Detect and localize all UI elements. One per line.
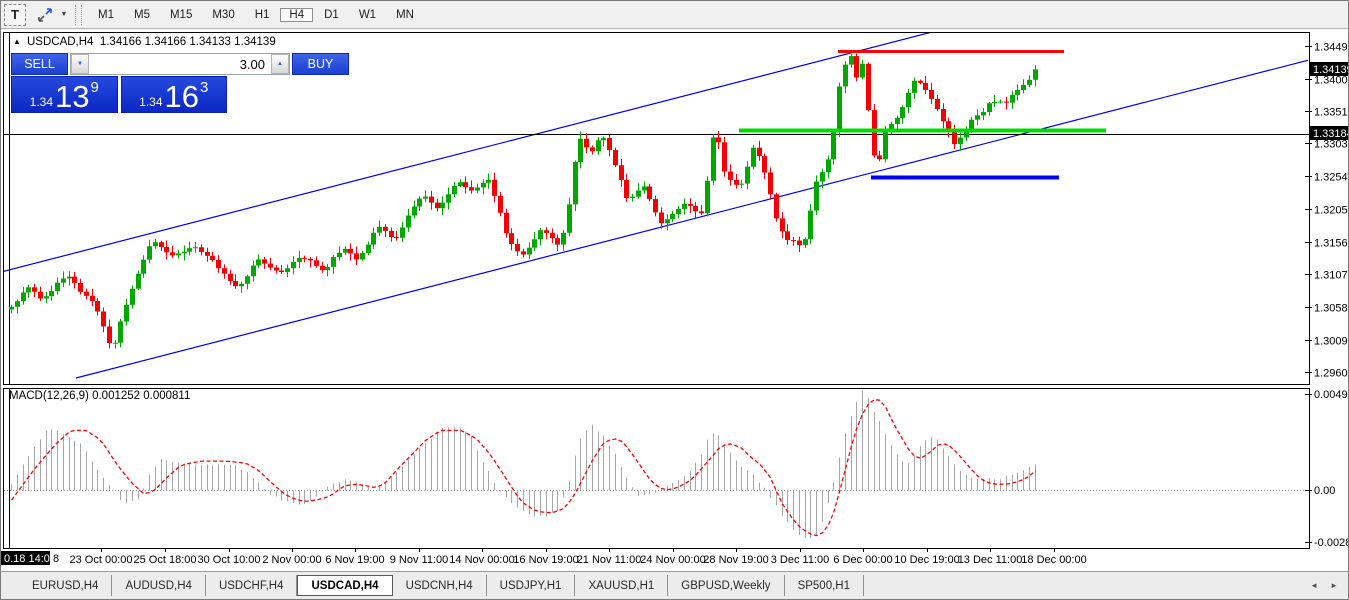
svg-text:1.31560: 1.31560 [1314,238,1349,250]
lot-size-input[interactable] [89,54,271,74]
tab-usdjpy-h1[interactable]: USDJPY,H1 [487,575,576,596]
svg-text:18 Dec 00:00: 18 Dec 00:00 [1021,554,1086,566]
svg-text:0.18 14:00: 0.18 14:00 [4,553,56,565]
timeframe-button-d1[interactable]: D1 [324,8,339,21]
crosshair-price-badge [1310,126,1348,140]
chart-area: 1.34490 1.34000 1.33510 1.33030 1.32540 1.320… [1,29,1348,573]
svg-text:1.33184: 1.33184 [1313,128,1349,140]
trend-channel [4,33,1308,379]
svg-text:1.34000: 1.34000 [1314,75,1349,87]
toolbar-grip [75,4,82,25]
macd-axis: 0.004999 0.00 -0.002866 [1305,389,1349,549]
arrows-tool-icon[interactable] [32,4,58,26]
timeframe-button-m15[interactable]: M15 [169,8,193,21]
lot-increase-button[interactable]: ▲ [271,54,289,74]
svg-text:8: 8 [53,553,59,565]
svg-text:6 Dec 00:00: 6 Dec 00:00 [833,554,892,566]
tab-usdchf-h4[interactable]: USDCHF,H4 [206,575,298,596]
svg-text:16 Nov 19:00: 16 Nov 19:00 [513,554,578,566]
svg-text:21 Nov 11:00: 21 Nov 11:00 [577,554,642,566]
tab-usdcad-h4[interactable]: USDCAD,H4 [297,575,393,596]
price-axis: 1.34490 1.34000 1.33510 1.33030 1.32540 1.320… [1305,42,1349,380]
sell-price-pips: 13 [55,78,90,114]
tab-audusd-h4[interactable]: AUDUSD,H4 [112,575,206,596]
svg-text:23 Oct 00:00: 23 Oct 00:00 [70,554,133,566]
timeframe-button-m30[interactable]: M30 [212,8,235,21]
macd-panel [3,388,1310,549]
timeframe-button-m5[interactable]: M5 [133,8,150,21]
sell-price-prefix: 1.34 [29,94,54,109]
time-axis: 23 Oct 00:00 25 Oct 18:00 30 Oct 10:00 2 No… [1,548,1087,566]
tab-sp500-h1[interactable]: SP500,H1 [785,575,864,596]
tab-gbpusd-weekly[interactable]: GBPUSD,Weekly [668,575,785,596]
svg-text:28 Nov 19:00: 28 Nov 19:00 [703,554,768,566]
tab-eurusd-h4[interactable]: EURUSD,H4 [19,575,113,596]
svg-text:13 Dec 11:00: 13 Dec 11:00 [958,554,1023,566]
channel-upper-line [4,33,931,272]
lot-decrease-button[interactable]: ▼ [71,54,89,74]
sell-button[interactable]: SELL [11,53,68,75]
timeframe-button-h1[interactable]: H1 [254,8,270,21]
svg-text:0.004999: 0.004999 [1314,389,1349,401]
sell-price-tile[interactable]: 1.34 13 9 [11,76,118,113]
tab-scroll-left-icon[interactable]: ◄ [1310,581,1319,590]
channel-lower-line [75,59,1308,379]
svg-text:10 Dec 19:00: 10 Dec 19:00 [894,554,959,566]
chart-canvas[interactable]: 1.34490 1.34000 1.33510 1.33030 1.32540 1.320… [1,29,1349,573]
svg-text:1.32540: 1.32540 [1314,172,1349,184]
crosshair-time-badge [1,551,50,565]
buy-button[interactable]: BUY [292,53,349,75]
svg-text:14 Nov 00:00: 14 Nov 00:00 [449,554,514,566]
current-price-badge [1310,62,1348,76]
symbol-tabs: EURUSD,H4 AUDUSD,H4 USDCHF,H4 USDCAD,H4 USDC… [19,575,864,596]
sell-price-point: 9 [90,79,99,96]
svg-text:9 Nov 11:00: 9 Nov 11:00 [390,554,449,566]
buy-price-tile[interactable]: 1.34 16 3 [120,76,227,114]
svg-text:1.31070: 1.31070 [1314,270,1349,282]
svg-text:3 Dec 11:00: 3 Dec 11:00 [771,554,830,566]
one-click-trading-panel: SELL ▼ ▲ BUY 1.34 13 9 1.34 16 3 [11,53,349,114]
svg-text:24 Nov 00:00: 24 Nov 00:00 [640,554,705,566]
svg-text:1.30090: 1.30090 [1314,336,1349,348]
text-tool-button[interactable]: T [4,3,26,26]
svg-text:1.32050: 1.32050 [1314,205,1349,217]
tab-scrollers: ◄ ► [1310,581,1338,590]
tab-scroll-right-icon[interactable]: ► [1330,581,1338,590]
svg-text:1.34490: 1.34490 [1314,42,1349,54]
symbol-ohlc-header: USDCAD,H4 1.34166 1.34166 1.34133 1.3413… [27,36,276,48]
candlestick-series [9,53,1038,349]
svg-text:1.29600: 1.29600 [1314,368,1349,380]
timeframe-button-w1[interactable]: W1 [358,8,377,21]
chart-shift-marker-icon: ▲ [13,37,21,46]
svg-text:2 Nov 00:00: 2 Nov 00:00 [262,554,321,566]
svg-text:1.33510: 1.33510 [1314,107,1349,119]
svg-text:1.34139: 1.34139 [1313,64,1349,76]
arrows-tool-dropdown-icon[interactable]: ▼ [60,11,68,18]
macd-histogram [11,390,1036,539]
svg-text:0.00: 0.00 [1314,485,1335,497]
tab-xauusd-h1[interactable]: XAUUSD,H1 [575,575,669,596]
timeframe-buttons: M1 M5 M15 M30 H1 H4 D1 W1 MN [88,7,424,22]
toolbar: T ▼ M1 M5 M15 M30 H1 H4 D1 W1 MN [1,1,1348,29]
svg-text:6 Nov 19:00: 6 Nov 19:00 [325,554,384,566]
tab-usdcnh-h4[interactable]: USDCNH,H4 [393,575,487,596]
buy-price-prefix: 1.34 [139,94,163,109]
macd-indicator-label: MACD(12,26,9) 0.001252 0.000811 [9,390,191,402]
timeframe-button-h4[interactable]: H4 [280,7,314,22]
svg-text:25 Oct 18:00: 25 Oct 18:00 [134,554,197,566]
svg-text:1.33030: 1.33030 [1314,139,1349,151]
lot-size-control: ▼ ▲ [70,53,290,75]
timeframe-button-m1[interactable]: M1 [98,8,114,21]
macd-signal-line [10,398,1036,537]
timeframe-button-mn[interactable]: MN [396,8,414,21]
svg-text:-0.002866: -0.002866 [1314,537,1349,549]
svg-text:1.30580: 1.30580 [1314,303,1349,315]
buy-price-point: 3 [200,79,209,96]
symbol-tabs-bar: EURUSD,H4 AUDUSD,H4 USDCHF,H4 USDCAD,H4 USDC… [1,571,1348,599]
svg-text:30 Oct 10:00: 30 Oct 10:00 [198,554,261,566]
buy-price-pips: 16 [164,78,199,114]
